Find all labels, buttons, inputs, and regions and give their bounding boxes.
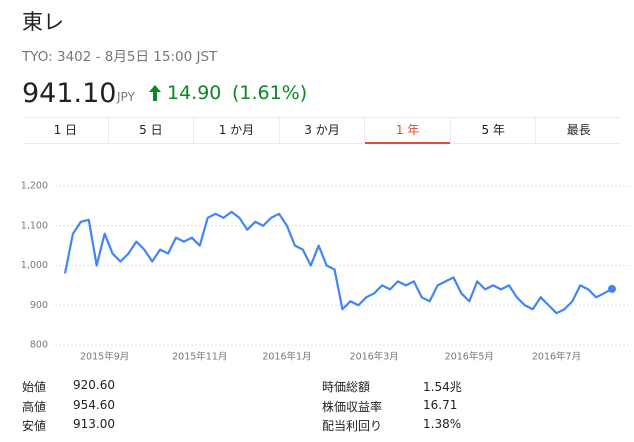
stat-label: 配当利回り — [322, 419, 383, 433]
stat-value: 920.60 — [73, 378, 115, 392]
y-tick-label: 900 — [30, 300, 48, 311]
y-tick-label: 800 — [30, 340, 48, 351]
x-tick-label: 2016年3月 — [350, 351, 399, 363]
stat-value: 1.54兆 — [423, 380, 462, 394]
y-tick-label: 1,100 — [21, 220, 48, 231]
last-point — [608, 284, 616, 293]
y-tick-label: 1,000 — [21, 260, 48, 271]
x-tick-label: 2015年11月 — [172, 351, 227, 363]
subtitle: TYO: 3402 - 8月5日 15:00 JST — [22, 49, 218, 65]
stat-label: 高値 — [22, 399, 47, 414]
change: 14.90 — [167, 82, 222, 104]
range-tab[interactable]: 1 日 — [53, 123, 78, 137]
chart: 1,200 1,100 1,000 900 800 2015年9月 2015年11月 2016… — [21, 181, 630, 363]
range-tab[interactable]: 3 か月 — [278, 118, 365, 143]
stat-value: 954.60 — [73, 397, 115, 412]
x-tick-label: 2016年7月 — [532, 351, 581, 363]
price: 941.10 — [22, 78, 117, 109]
stat-value: 913.00 — [73, 417, 115, 431]
stat-value: 16.71 — [423, 397, 458, 412]
change-percent: (1.61%) — [232, 82, 308, 104]
stat-value: 1.38% — [423, 417, 462, 431]
range-tab[interactable]: 5 日 — [107, 118, 194, 143]
stat-label: 時価総額 — [322, 380, 371, 394]
up-arrow — [149, 85, 161, 101]
x-tick-label: 2015年9月 — [80, 351, 129, 363]
stat-label: 安値 — [22, 419, 47, 433]
y-tick-label: 1,200 — [21, 181, 48, 192]
stock-name: 東レ — [22, 10, 64, 34]
range-tab[interactable]: 5 年 — [449, 118, 536, 143]
x-tick-label: 2016年1月 — [262, 351, 311, 363]
x-tick-label: 2016年5月 — [445, 351, 494, 363]
price-line — [63, 210, 613, 315]
range-tab[interactable]: 1 か月 — [193, 118, 279, 143]
range-tab[interactable]: 1 年 — [364, 118, 450, 144]
stat-label: 始値 — [22, 380, 47, 394]
stat-label: 株価収益率 — [322, 399, 383, 414]
range-tab[interactable]: 最長 — [535, 118, 621, 143]
currency: JPY — [117, 90, 135, 104]
